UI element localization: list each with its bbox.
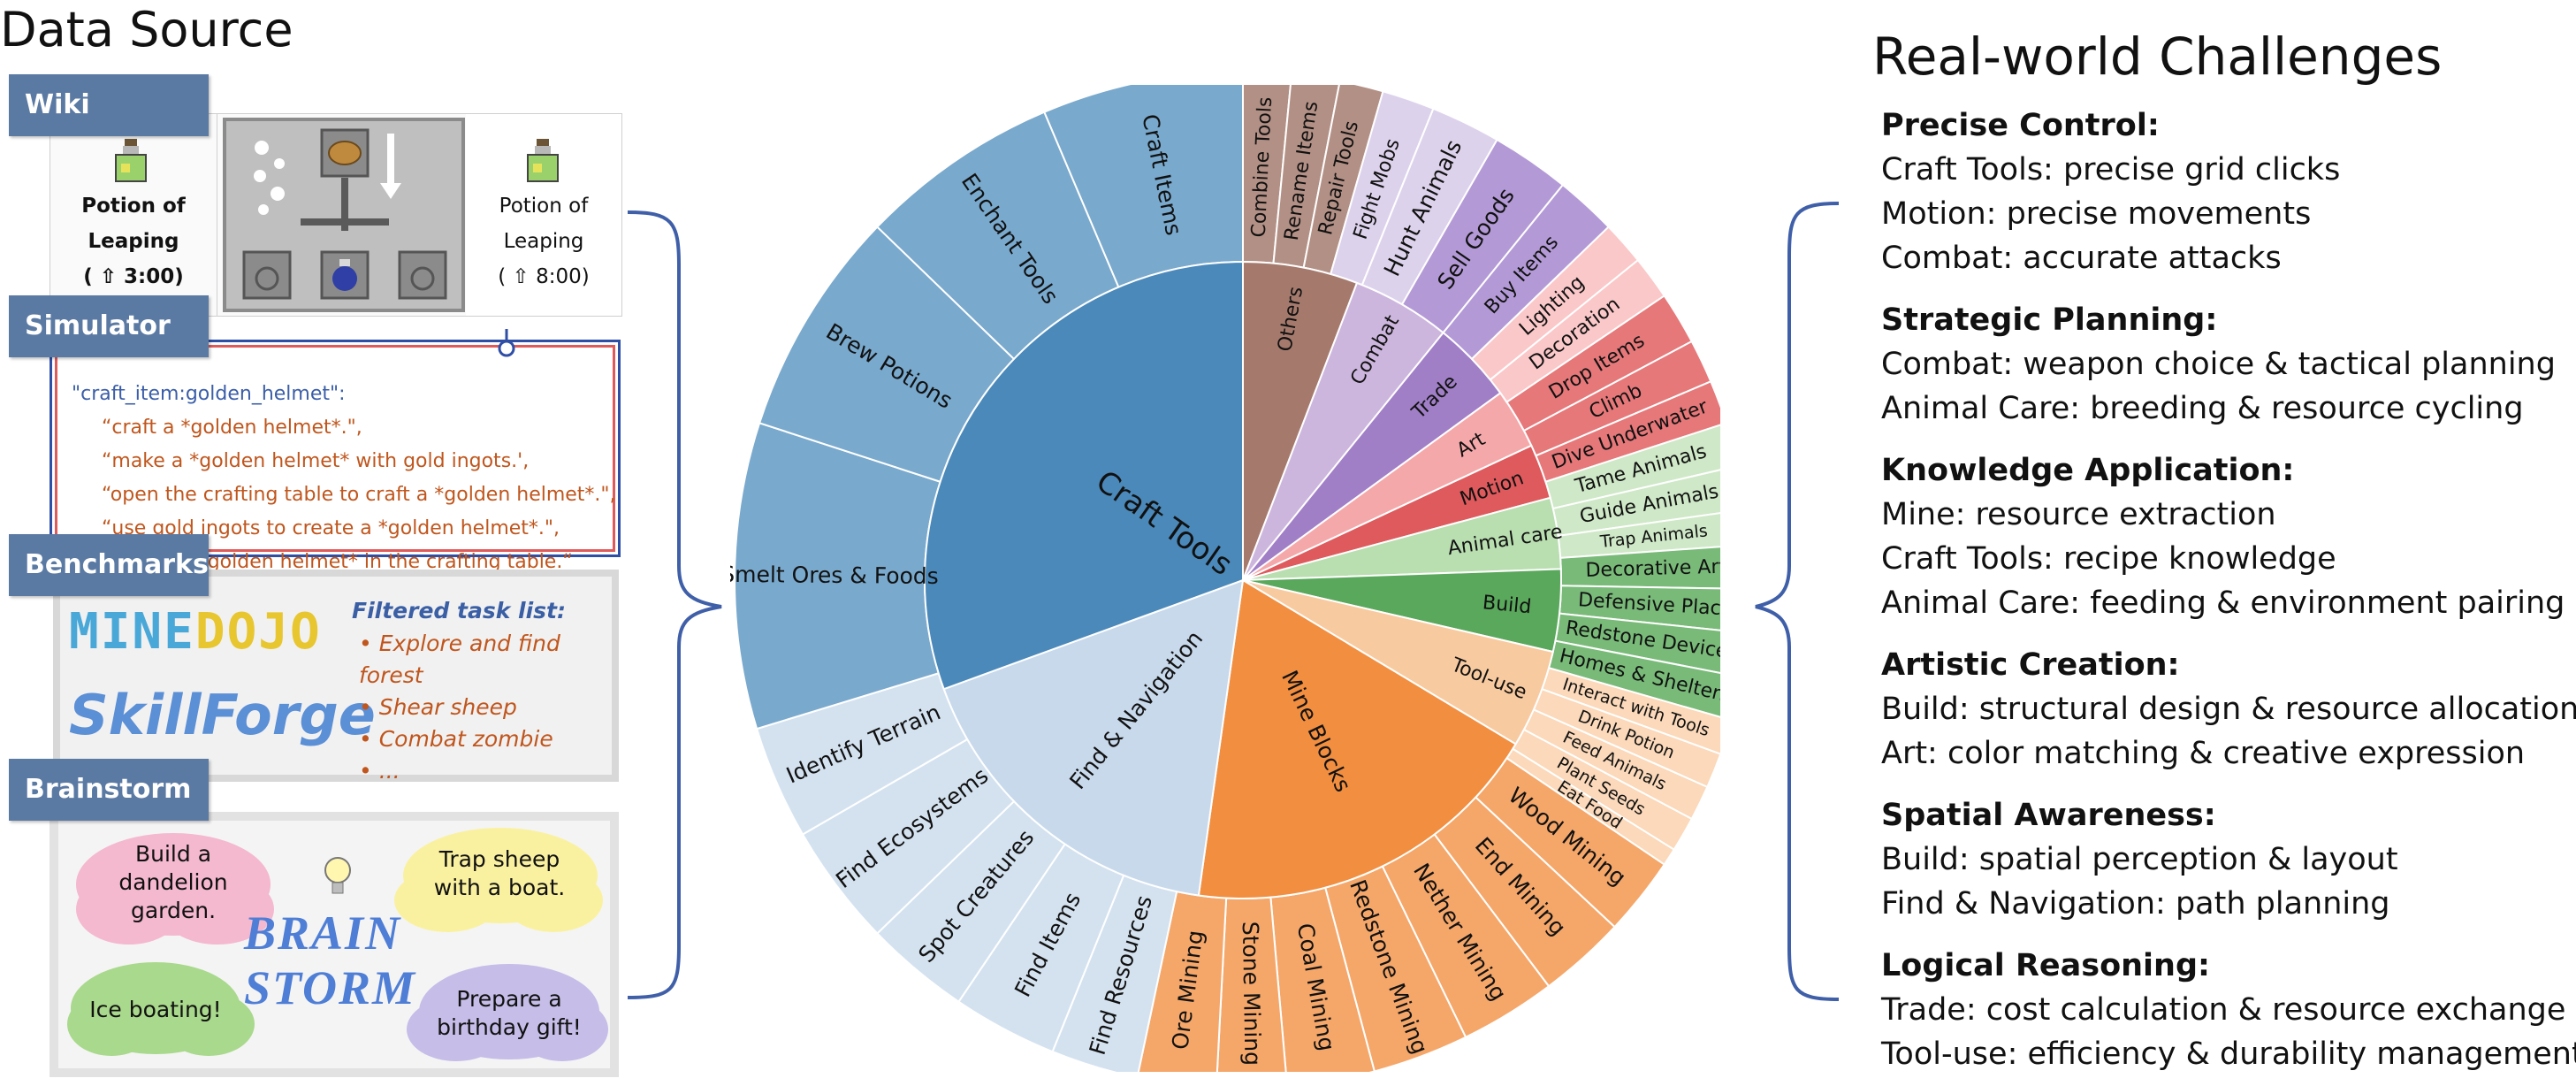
- simulator-line: “make a *golden helmet* with gold ingots…: [102, 450, 530, 472]
- real-world-title: Real-world Challenges: [1872, 27, 2443, 87]
- cloud-shapes: [67, 828, 608, 1061]
- tab-benchmarks: Benchmarks: [9, 534, 209, 596]
- wiki-left-name-1: Potion of: [81, 195, 186, 218]
- data-source-title: Data Source: [0, 2, 293, 57]
- challenge-detail: Craft Tools: recipe knowledge: [1881, 541, 2336, 577]
- right-bracket: [1755, 202, 1840, 1001]
- simulator-panel: "craft_item:golden_helmet": “craft a *go…: [50, 340, 621, 573]
- challenge-detail: Animal Care: feeding & environment pairi…: [1881, 585, 2565, 621]
- potion-icon: [527, 139, 559, 182]
- challenge-detail: Trade: cost calculation & resource excha…: [1881, 992, 2566, 1028]
- benchmarks-panel: MINEDOJO SkillForge Filtered task list: …: [53, 570, 619, 784]
- challenge-detail: Build: structural design & resource allo…: [1881, 692, 2576, 727]
- challenge-detail: Animal Care: breeding & resource cycling: [1881, 391, 2524, 426]
- challenge-detail: Build: spatial perception & layout: [1881, 842, 2398, 877]
- challenge-heading: Knowledge Application:: [1881, 453, 2295, 488]
- challenge-detail: Mine: resource extraction: [1881, 497, 2276, 532]
- inner-segment-others: [1242, 260, 1359, 581]
- challenge-heading: Precise Control:: [1881, 108, 2160, 143]
- wiki-left-duration: ( ⇧ 3:00): [83, 265, 184, 288]
- inner-label-build: Build: [1482, 592, 1532, 618]
- filtered-task-list: Explore and find forest Shear sheep Comb…: [359, 628, 615, 787]
- brewing-stand-grid: [223, 118, 465, 312]
- simulator-key: "craft_item:golden_helmet":: [72, 383, 346, 405]
- inner-segment-mine-blocks: [1197, 578, 1517, 899]
- potion-icon: [115, 139, 147, 182]
- task-item: ...: [359, 755, 615, 787]
- brewing-stand-icon: [242, 128, 447, 300]
- challenge-detail: Tool-use: efficiency & durability manage…: [1881, 1036, 2576, 1072]
- skillforge-logo: SkillForge: [69, 683, 376, 747]
- task-item: Shear sheep: [359, 692, 615, 723]
- idea-cloud-pink: Build a dandelion garden.: [118, 841, 228, 923]
- wiki-right-duration: ( ⇧ 8:00): [498, 265, 590, 288]
- tab-brainstorm: Brainstorm: [9, 759, 209, 821]
- brainstorm-word-1: BRAIN: [244, 906, 402, 960]
- wiki-right-cell: Potion of Leaping ( ⇧ 8:00): [466, 114, 621, 316]
- tab-wiki: Wiki: [9, 74, 209, 136]
- inner-segment-find-and-navigation: [942, 578, 1245, 897]
- idea-cloud-green: Ice boating!: [89, 997, 222, 1022]
- task-item: Combat zombie: [359, 723, 615, 755]
- simulator-line: “craft a *golden helmet*.",: [102, 417, 362, 439]
- wiki-panel: Potion of Leaping ( ⇧ 3:00): [50, 113, 622, 317]
- minedojo-logo: MINEDOJO: [69, 603, 322, 661]
- challenge-detail: Find & Navigation: path planning: [1881, 886, 2390, 922]
- wiki-right-name-2: Leaping: [503, 230, 584, 253]
- tab-simulator: Simulator: [9, 295, 209, 357]
- challenge-heading: Logical Reasoning:: [1881, 948, 2211, 983]
- inner-segment-craft-tools: [924, 260, 1244, 691]
- brainstorm-panel: Build a dandelion garden. Trap sheep wit…: [50, 812, 619, 1077]
- outer-label-stone-mining: Stone Mining: [1238, 922, 1266, 1067]
- left-bracket: [627, 210, 722, 999]
- wiki-left-cell: Potion of Leaping ( ⇧ 3:00): [50, 114, 217, 316]
- challenge-heading: Strategic Planning:: [1881, 302, 2218, 338]
- wiki-right-name-1: Potion of: [499, 195, 589, 218]
- lightbulb-icon: [324, 857, 351, 894]
- challenge-heading: Artistic Creation:: [1881, 647, 2180, 683]
- challenge-detail: Craft Tools: precise grid clicks: [1881, 152, 2341, 187]
- idea-cloud-yellow: Trap sheep with a boat.: [433, 846, 566, 900]
- simulator-line: “open the crafting table to craft a *gol…: [102, 484, 616, 506]
- task-item: Explore and find forest: [359, 628, 615, 692]
- outer-label-decorative-art: Decorative Art: [1585, 556, 1720, 582]
- challenge-detail: Art: color matching & creative expressio…: [1881, 736, 2526, 771]
- challenge-detail: Motion: precise movements: [1881, 196, 2312, 232]
- filtered-task-title: Filtered task list:: [352, 598, 567, 623]
- challenge-heading: Spatial Awareness:: [1881, 798, 2216, 833]
- wiki-left-name-2: Leaping: [88, 230, 179, 253]
- brainstorm-word-2: STORM: [244, 961, 417, 1014]
- idea-cloud-purple: Prepare a birthday gift!: [437, 986, 582, 1040]
- pin-icon: [498, 329, 515, 357]
- challenge-detail: Combat: accurate attacks: [1881, 241, 2282, 276]
- challenge-detail: Combat: weapon choice & tactical plannin…: [1881, 347, 2556, 382]
- outer-label-smelt-ores-and-foods: Smelt Ores & Foods: [730, 562, 939, 589]
